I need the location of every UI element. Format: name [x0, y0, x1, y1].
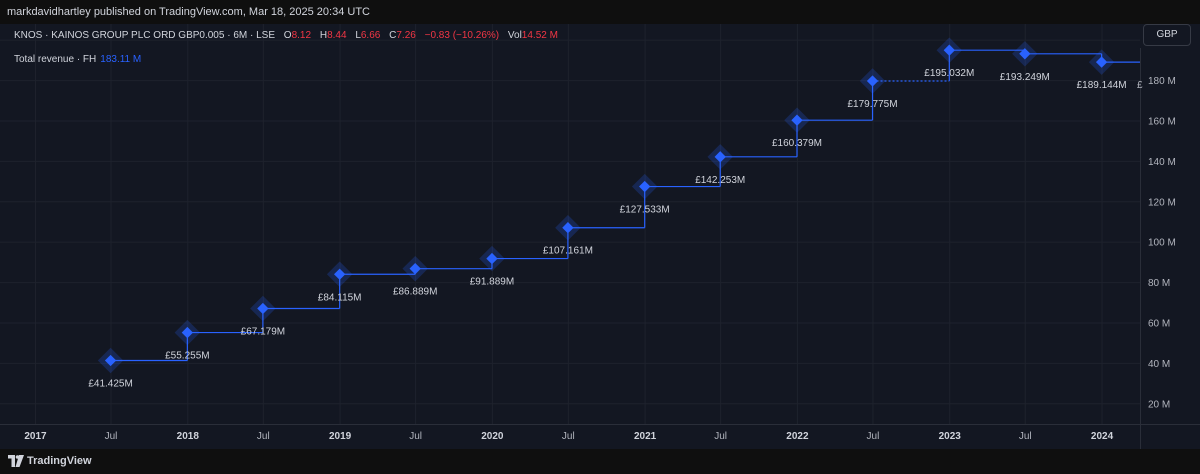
indicator-value: 183.11 M: [100, 54, 142, 65]
publish-info: markdavidhartley published on TradingVie…: [7, 6, 370, 18]
y-tick-label-5: 120 M: [1148, 197, 1176, 208]
tradingview-brand[interactable]: TradingView: [27, 455, 92, 467]
indicator-legend[interactable]: Total revenue · FH 183.11 M: [14, 54, 141, 65]
symbol-legend: KNOS · KAINOS GROUP PLC ORD GBP0.005 · 6…: [14, 30, 558, 41]
change-value: −0.83 (−10.26%): [424, 30, 500, 41]
y-tick-label-4: 100 M: [1148, 238, 1176, 249]
data-label-8: £142.253M: [695, 175, 745, 186]
data-label-1: £55.255M: [165, 351, 209, 362]
x-tick-label-11: Jul: [867, 431, 880, 442]
y-tick-label-6: 140 M: [1148, 157, 1176, 168]
data-label-11: £195.032M: [924, 68, 974, 79]
top-bar: markdavidhartley published on TradingVie…: [0, 0, 1200, 24]
y-tick-label-0: 20 M: [1148, 399, 1170, 410]
x-tick-label-2: 2018: [177, 431, 200, 442]
x-tick-label-13: Jul: [1019, 431, 1032, 442]
y-tick-label-7: 160 M: [1148, 116, 1176, 127]
data-label-13: £189.144M: [1077, 80, 1127, 91]
low-value: 6.66: [360, 30, 381, 41]
y-tick-label-3: 80 M: [1148, 278, 1170, 289]
volume-value: 14.52 M: [521, 30, 558, 41]
volume-label: Vol: [507, 30, 522, 41]
open-label: O: [283, 30, 292, 41]
x-tick-label-10: 2022: [786, 431, 809, 442]
x-tick-label-3: Jul: [257, 431, 270, 442]
x-tick-label-0: 2017: [24, 431, 47, 442]
footer: TradingView: [0, 449, 1200, 474]
symbol-title[interactable]: KNOS · KAINOS GROUP PLC ORD GBP0.005 · 6…: [14, 30, 276, 41]
chart-area[interactable]: 20 M 40 M 60 M 80 M 100 M 120 M 140 M 160 M 180 …: [0, 24, 1200, 449]
data-label-4: £86.889M: [393, 287, 437, 298]
data-label-2: £67.179M: [241, 326, 285, 337]
data-point-13: [1095, 56, 1108, 68]
data-label-12: £193.249M: [1000, 72, 1050, 83]
x-tick-label-14: 2024: [1091, 431, 1114, 442]
data-point-8: [714, 151, 726, 163]
open-value: 8.12: [291, 30, 312, 41]
x-tick-label-1: Jul: [105, 431, 118, 442]
data-point-3: [334, 268, 346, 280]
y-tick-label-1: 40 M: [1148, 359, 1170, 370]
low-label: L: [355, 30, 361, 41]
high-value: 8.44: [327, 30, 347, 41]
indicator-label: Total revenue · FH: [14, 54, 97, 65]
data-point-1: [181, 326, 194, 339]
x-tick-label-7: Jul: [562, 431, 575, 442]
y-tick-label-2: 60 M: [1148, 318, 1170, 329]
y-tick-label-8: 180 M: [1148, 76, 1176, 87]
tradingview-logo-icon[interactable]: [8, 455, 24, 467]
data-label-9: £160.379M: [772, 138, 822, 149]
data-label-0: £41.425M: [88, 379, 132, 390]
close-value: 7.26: [396, 30, 416, 41]
y-axis-currency-mark: £: [1137, 80, 1143, 91]
data-label-6: £107.161M: [543, 246, 593, 257]
data-label-5: £91.889M: [470, 277, 514, 288]
data-point-5: [486, 252, 498, 265]
data-label-10: £179.775M: [848, 99, 898, 110]
data-point-7: [639, 180, 651, 193]
revenue-chart[interactable]: 20 M 40 M 60 M 80 M 100 M 120 M 140 M 160 M 180 …: [0, 24, 1200, 449]
x-tick-label-8: 2021: [634, 431, 657, 442]
data-label-3: £84.115M: [318, 292, 362, 303]
data-label-7: £127.533M: [620, 205, 670, 216]
x-tick-label-6: 2020: [481, 431, 504, 442]
x-tick-label-9: Jul: [714, 431, 727, 442]
x-tick-label-4: 2019: [329, 431, 352, 442]
close-label: C: [389, 30, 397, 41]
data-point-6: [562, 222, 574, 234]
x-tick-label-5: Jul: [409, 431, 422, 442]
data-point-4: [409, 263, 421, 275]
x-tick-label-12: 2023: [939, 431, 962, 442]
currency-button[interactable]: GBP: [1143, 24, 1191, 46]
high-label: H: [319, 30, 328, 41]
data-point-2: [257, 302, 269, 315]
